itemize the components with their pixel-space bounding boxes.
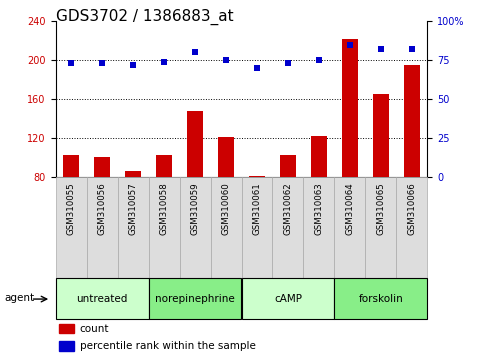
Point xyxy=(222,57,230,63)
Bar xyxy=(242,278,334,319)
Point xyxy=(160,59,168,64)
Bar xyxy=(334,278,427,319)
Bar xyxy=(59,341,74,351)
Bar xyxy=(187,111,203,177)
Bar xyxy=(280,155,296,177)
Text: GSM310065: GSM310065 xyxy=(376,182,385,235)
Point xyxy=(191,50,199,55)
Bar xyxy=(63,155,79,177)
Text: percentile rank within the sample: percentile rank within the sample xyxy=(80,341,256,351)
Point xyxy=(408,46,416,52)
Point xyxy=(284,61,292,66)
Bar xyxy=(56,278,149,319)
Text: GDS3702 / 1386883_at: GDS3702 / 1386883_at xyxy=(56,9,233,25)
Text: GSM310059: GSM310059 xyxy=(190,182,199,235)
Text: GSM310057: GSM310057 xyxy=(128,182,138,235)
Text: GSM310066: GSM310066 xyxy=(408,182,416,235)
Bar xyxy=(373,94,389,177)
Text: GSM310061: GSM310061 xyxy=(253,182,261,235)
Bar xyxy=(117,177,149,278)
Bar xyxy=(56,177,86,278)
Text: GSM310063: GSM310063 xyxy=(314,182,324,235)
Bar xyxy=(242,177,272,278)
Point xyxy=(98,61,106,66)
Bar xyxy=(303,177,334,278)
Text: cAMP: cAMP xyxy=(274,294,302,304)
Point xyxy=(129,62,137,68)
Bar xyxy=(149,278,242,319)
Bar xyxy=(397,177,427,278)
Point xyxy=(315,57,323,63)
Bar xyxy=(272,177,303,278)
Text: GSM310055: GSM310055 xyxy=(67,182,75,235)
Bar xyxy=(311,136,327,177)
Point xyxy=(253,65,261,71)
Bar xyxy=(218,137,234,177)
Text: GSM310056: GSM310056 xyxy=(98,182,107,235)
Bar xyxy=(334,177,366,278)
Text: forskolin: forskolin xyxy=(358,294,403,304)
Bar xyxy=(342,39,358,177)
Text: GSM310062: GSM310062 xyxy=(284,182,293,235)
Bar xyxy=(180,177,211,278)
Bar xyxy=(366,177,397,278)
Bar xyxy=(94,156,110,177)
Bar xyxy=(125,171,141,177)
Bar xyxy=(156,155,172,177)
Bar xyxy=(59,324,74,333)
Text: agent: agent xyxy=(5,293,35,303)
Text: GSM310060: GSM310060 xyxy=(222,182,230,235)
Point xyxy=(67,61,75,66)
Text: GSM310064: GSM310064 xyxy=(345,182,355,235)
Text: untreated: untreated xyxy=(76,294,128,304)
Bar xyxy=(404,65,420,177)
Text: norepinephrine: norepinephrine xyxy=(155,294,235,304)
Bar xyxy=(149,177,180,278)
Bar xyxy=(86,177,117,278)
Text: count: count xyxy=(80,324,109,333)
Point xyxy=(346,42,354,47)
Bar xyxy=(211,177,242,278)
Text: GSM310058: GSM310058 xyxy=(159,182,169,235)
Bar xyxy=(249,176,265,177)
Point xyxy=(377,46,385,52)
